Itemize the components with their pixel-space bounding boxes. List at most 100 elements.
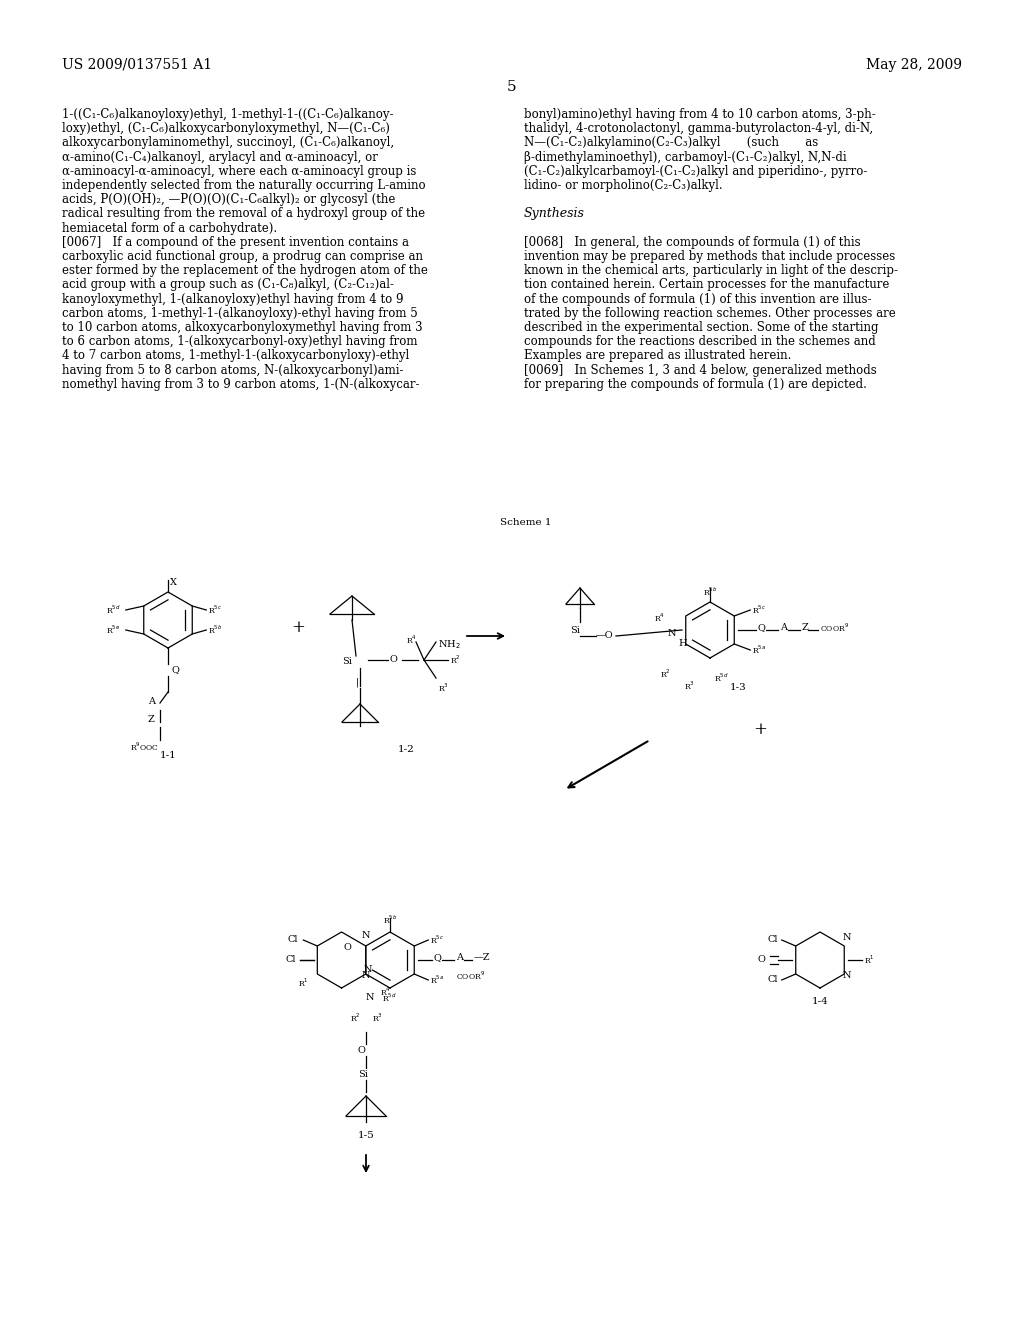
Text: Examples are prepared as illustrated herein.: Examples are prepared as illustrated her… [524, 350, 792, 363]
Text: Si: Si [570, 626, 580, 635]
Text: compounds for the reactions described in the schemes and: compounds for the reactions described in… [524, 335, 876, 348]
Text: Z: Z [148, 715, 155, 725]
Text: Q: Q [434, 953, 442, 962]
Text: lidino- or morpholino(C₂-C₃)alkyl.: lidino- or morpholino(C₂-C₃)alkyl. [524, 180, 723, 191]
Text: thalidyl, 4-crotonolactonyl, gamma-butyrolacton-4-yl, di-N,: thalidyl, 4-crotonolactonyl, gamma-butyr… [524, 123, 873, 135]
Text: Q: Q [758, 623, 766, 632]
Text: X: X [170, 578, 177, 587]
Text: N: N [361, 972, 371, 981]
Text: H: H [678, 639, 687, 648]
Text: R$^1$: R$^1$ [864, 954, 874, 966]
Text: R$^{5c}$: R$^{5c}$ [430, 933, 444, 946]
Text: for preparing the compounds of formula (1) are depicted.: for preparing the compounds of formula (… [524, 378, 867, 391]
Text: invention may be prepared by methods that include processes: invention may be prepared by methods tha… [524, 249, 895, 263]
Text: Q: Q [171, 665, 179, 675]
Text: β-dimethylaminoethyl), carbamoyl-(C₁-C₂)alkyl, N,N-di: β-dimethylaminoethyl), carbamoyl-(C₁-C₂)… [524, 150, 847, 164]
Text: [0068]   In general, the compounds of formula (1) of this: [0068] In general, the compounds of form… [524, 236, 860, 248]
Text: R$^{5b}$: R$^{5b}$ [383, 913, 397, 927]
Text: α-aminoacyl-α-aminoacyl, where each α-aminoacyl group is: α-aminoacyl-α-aminoacyl, where each α-am… [62, 165, 417, 178]
Text: to 10 carbon atoms, alkoxycarbonyloxymethyl having from 3: to 10 carbon atoms, alkoxycarbonyloxymet… [62, 321, 423, 334]
Text: May 28, 2009: May 28, 2009 [866, 58, 962, 73]
Text: A: A [780, 623, 787, 632]
Text: independently selected from the naturally occurring L-amino: independently selected from the naturall… [62, 180, 426, 191]
Text: ester formed by the replacement of the hydrogen atom of the: ester formed by the replacement of the h… [62, 264, 428, 277]
Text: NH$_2$: NH$_2$ [438, 638, 461, 651]
Text: COOR$^9$: COOR$^9$ [820, 622, 849, 634]
Text: R$^4$: R$^4$ [654, 611, 665, 624]
Text: trated by the following reaction schemes. Other processes are: trated by the following reaction schemes… [524, 306, 896, 319]
Text: 4 to 7 carbon atoms, 1-methyl-1-(alkoxycarbonyloxy)-ethyl: 4 to 7 carbon atoms, 1-methyl-1-(alkoxyc… [62, 350, 410, 363]
Text: 1-3: 1-3 [730, 684, 746, 693]
Text: Cl: Cl [768, 975, 778, 985]
Text: hemiacetal form of a carbohydrate).: hemiacetal form of a carbohydrate). [62, 222, 278, 235]
Text: tion contained herein. Certain processes for the manufacture: tion contained herein. Certain processes… [524, 279, 890, 292]
Text: R$^4$: R$^4$ [380, 986, 391, 998]
Text: +: + [753, 722, 767, 738]
Text: 1-1: 1-1 [160, 751, 176, 760]
Text: loxy)ethyl, (C₁-C₆)alkoxycarbonyloxymethyl, N—(C₁-C₆): loxy)ethyl, (C₁-C₆)alkoxycarbonyloxymeth… [62, 123, 390, 135]
Text: acids, P(O)(OH)₂, —P(O)(O)(C₁-C₆alkyl)₂ or glycosyl (the: acids, P(O)(OH)₂, —P(O)(O)(C₁-C₆alkyl)₂ … [62, 193, 395, 206]
Text: R$^9$OOC: R$^9$OOC [130, 741, 160, 754]
Text: O: O [358, 1045, 366, 1055]
Text: [0069]   In Schemes 1, 3 and 4 below, generalized methods: [0069] In Schemes 1, 3 and 4 below, gene… [524, 363, 877, 376]
Text: O: O [758, 956, 766, 965]
Text: 5: 5 [507, 81, 517, 94]
Text: R$^{5d}$: R$^{5d}$ [714, 672, 729, 684]
Text: N: N [361, 932, 371, 940]
Text: |: | [356, 677, 359, 686]
Text: R$^{5d}$: R$^{5d}$ [382, 991, 396, 1005]
Text: R$^1$: R$^1$ [298, 977, 308, 989]
Text: Cl: Cl [286, 956, 296, 965]
Text: to 6 carbon atoms, 1-(alkoxycarbonyl-oxy)ethyl having from: to 6 carbon atoms, 1-(alkoxycarbonyl-oxy… [62, 335, 418, 348]
Text: Z: Z [802, 623, 809, 632]
Text: R$^3$: R$^3$ [372, 1012, 383, 1024]
Text: Cl: Cl [768, 936, 778, 945]
Text: described in the experimental section. Some of the starting: described in the experimental section. S… [524, 321, 879, 334]
Text: Si: Si [342, 657, 352, 667]
Text: N: N [843, 972, 851, 981]
Text: known in the chemical arts, particularly in light of the descrip-: known in the chemical arts, particularly… [524, 264, 898, 277]
Text: R$^2$: R$^2$ [660, 668, 671, 680]
Text: N: N [668, 630, 677, 639]
Text: α-amino(C₁-C₄)alkanoyl, arylacyl and α-aminoacyl, or: α-amino(C₁-C₄)alkanoyl, arylacyl and α-a… [62, 150, 378, 164]
Text: R$^{5a}$: R$^{5a}$ [430, 974, 444, 986]
Text: N: N [364, 965, 373, 974]
Text: bonyl)amino)ethyl having from 4 to 10 carbon atoms, 3-ph-: bonyl)amino)ethyl having from 4 to 10 ca… [524, 108, 876, 121]
Text: R$^2$: R$^2$ [450, 653, 461, 667]
Text: N: N [366, 994, 375, 1002]
Text: R$^{5e}$: R$^{5e}$ [105, 624, 120, 636]
Text: R$^4$: R$^4$ [406, 634, 417, 647]
Text: N: N [843, 933, 851, 942]
Text: R$^{5d}$: R$^{5d}$ [105, 603, 121, 616]
Text: R$^{5c}$: R$^{5c}$ [753, 603, 766, 616]
Text: alkoxycarbonylaminomethyl, succinoyl, (C₁-C₆)alkanoyl,: alkoxycarbonylaminomethyl, succinoyl, (C… [62, 136, 394, 149]
Text: carbon atoms, 1-methyl-1-(alkanoyloxy)-ethyl having from 5: carbon atoms, 1-methyl-1-(alkanoyloxy)-e… [62, 306, 418, 319]
Text: Scheme 1: Scheme 1 [500, 517, 552, 527]
Text: carboxylic acid functional group, a prodrug can comprise an: carboxylic acid functional group, a prod… [62, 249, 423, 263]
Text: US 2009/0137551 A1: US 2009/0137551 A1 [62, 58, 212, 73]
Text: (C₁-C₂)alkylcarbamoyl-(C₁-C₂)alkyl and piperidino-, pyrro-: (C₁-C₂)alkylcarbamoyl-(C₁-C₂)alkyl and p… [524, 165, 867, 178]
Text: of the compounds of formula (1) of this invention are illus-: of the compounds of formula (1) of this … [524, 293, 871, 306]
Text: A: A [148, 697, 155, 705]
Text: R$^{5b}$: R$^{5b}$ [702, 586, 717, 598]
Text: R$^{5b}$: R$^{5b}$ [208, 624, 222, 636]
Text: Cl: Cl [288, 936, 298, 945]
Text: nomethyl having from 3 to 9 carbon atoms, 1-(N-(alkoxycar-: nomethyl having from 3 to 9 carbon atoms… [62, 378, 420, 391]
Text: 1-2: 1-2 [397, 746, 415, 755]
Text: 1-((C₁-C₆)alkanoyloxy)ethyl, 1-methyl-1-((C₁-C₆)alkanoy-: 1-((C₁-C₆)alkanoyloxy)ethyl, 1-methyl-1-… [62, 108, 393, 121]
Text: R$^{5a}$: R$^{5a}$ [753, 644, 766, 656]
Text: R$^3$: R$^3$ [438, 682, 449, 694]
Text: radical resulting from the removal of a hydroxyl group of the: radical resulting from the removal of a … [62, 207, 425, 220]
Text: R$^2$: R$^2$ [350, 1012, 360, 1024]
Text: O: O [344, 944, 352, 953]
Text: COOR$^9$: COOR$^9$ [456, 970, 485, 982]
Text: Synthesis: Synthesis [524, 207, 585, 220]
Text: A: A [456, 953, 463, 962]
Text: R$^{5c}$: R$^{5c}$ [208, 603, 222, 616]
Text: R$^3$: R$^3$ [684, 680, 695, 692]
Text: 1-5: 1-5 [357, 1131, 375, 1140]
Text: [0067]   If a compound of the present invention contains a: [0067] If a compound of the present inve… [62, 236, 409, 248]
Text: Si: Si [358, 1071, 368, 1078]
Text: having from 5 to 8 carbon atoms, N-(alkoxycarbonyl)ami-: having from 5 to 8 carbon atoms, N-(alko… [62, 363, 403, 376]
Text: —O: —O [596, 631, 613, 640]
